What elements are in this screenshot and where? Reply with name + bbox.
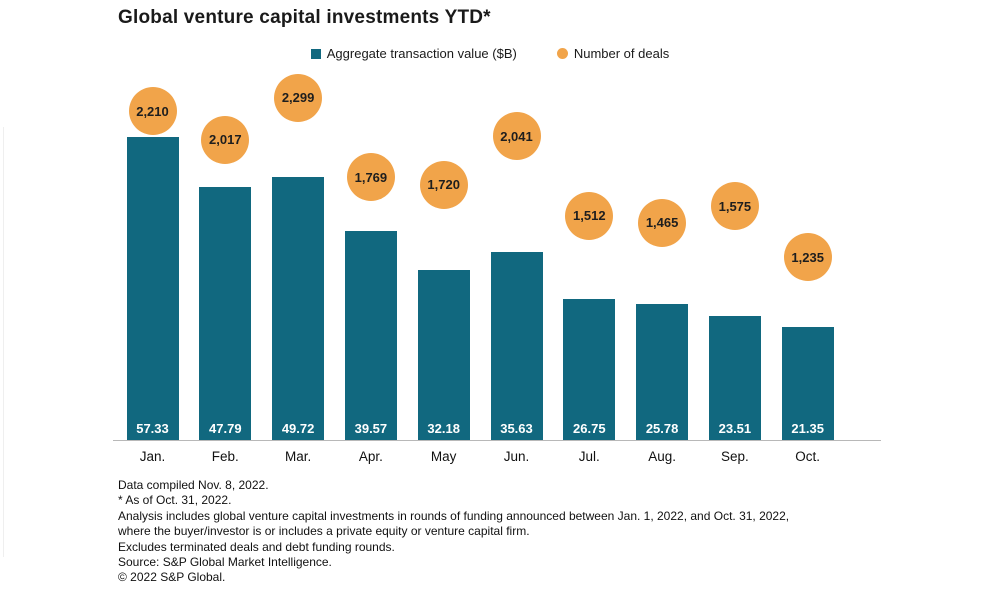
deals-bubble-mar: 2,299 <box>274 73 323 122</box>
footnote-data-compiled: Data compiled Nov. 8, 2022. <box>118 478 269 492</box>
footnote-excludes: Excludes terminated deals and debt fundi… <box>118 539 395 554</box>
bar-value-label-aug: 25.78 <box>645 421 679 436</box>
deals-bubble-apr: 1,769 <box>346 153 395 202</box>
window-edge-line <box>3 127 4 557</box>
chart-legend: Aggregate transaction value ($B) Number … <box>0 46 980 61</box>
legend-item-number-of-deals: Number of deals <box>556 46 670 61</box>
deals-series-swatch-icon <box>556 48 568 59</box>
bar-apr <box>344 231 397 440</box>
x-axis-line <box>113 440 881 441</box>
bar-value-label-may: 32.18 <box>427 421 460 436</box>
x-tick-label-aug: Aug. <box>648 449 676 464</box>
bar-series-swatch-icon <box>310 48 321 59</box>
bar-feb <box>199 187 252 440</box>
bar-value-label-mar: 49.72 <box>281 421 315 436</box>
bar-oct <box>781 327 834 440</box>
x-tick-label-may: May <box>430 449 457 464</box>
footnote-analysis-2: where the buyer/investor is or includes … <box>118 524 530 539</box>
legend-item-transaction-value: Aggregate transaction value ($B) <box>310 46 517 61</box>
deals-bubble-jun: 2,041 <box>492 112 541 161</box>
footnote-as-of: * As of Oct. 31, 2022. <box>118 493 232 508</box>
x-tick-label-mar: Mar. <box>284 449 312 464</box>
bar-mar <box>272 177 325 440</box>
bar-value-label-jan: 57.33 <box>136 421 169 436</box>
bar-value-label-sep: 23.51 <box>718 421 752 436</box>
chart-title: Global venture capital investments YTD* <box>118 7 491 28</box>
bar-jul <box>563 299 616 440</box>
bar-value-label-oct: 21.35 <box>791 421 824 436</box>
x-tick-label-jun: Jun. <box>503 449 530 464</box>
footnote-copyright: © 2022 S&P Global. <box>118 570 226 585</box>
x-tick-label-jan: Jan. <box>139 449 166 464</box>
deals-bubble-feb: 2,017 <box>201 115 250 164</box>
deals-bubble-jan: 2,210 <box>128 87 177 135</box>
bar-jun <box>490 252 543 440</box>
x-tick-label-sep: Sep. <box>721 449 749 464</box>
footnote-analysis-1: Analysis includes global venture capital… <box>118 508 790 523</box>
deals-bubble-aug: 1,465 <box>638 198 687 247</box>
bar-value-label-apr: 39.57 <box>354 421 388 436</box>
legend-label-transaction-value: Aggregate transaction value ($B) <box>326 46 517 61</box>
bar-value-label-jun: 35.63 <box>500 421 533 436</box>
deals-bubble-may: 1,720 <box>419 160 468 209</box>
bar-value-label-jul: 26.75 <box>573 421 606 436</box>
footnote-source: Source: S&P Global Market Intelligence. <box>118 555 332 570</box>
bar-value-label-feb: 47.79 <box>209 421 242 436</box>
bar-sep <box>708 316 761 440</box>
bar-may <box>417 270 470 440</box>
x-tick-label-jul: Jul. <box>578 449 600 464</box>
bar-jan <box>126 137 179 440</box>
deals-bubble-oct: 1,235 <box>783 233 832 282</box>
deals-bubble-sep: 1,575 <box>710 182 759 231</box>
deals-bubble-jul: 1,512 <box>565 191 614 240</box>
footnotes: Data compiled Nov. 8, 2022. * As of Oct.… <box>118 478 789 586</box>
x-tick-label-feb: Feb. <box>211 449 239 464</box>
legend-label-number-of-deals: Number of deals <box>573 46 670 61</box>
x-tick-label-apr: Apr. <box>358 449 383 464</box>
x-tick-label-oct: Oct. <box>795 449 821 464</box>
bar-aug <box>636 304 689 440</box>
